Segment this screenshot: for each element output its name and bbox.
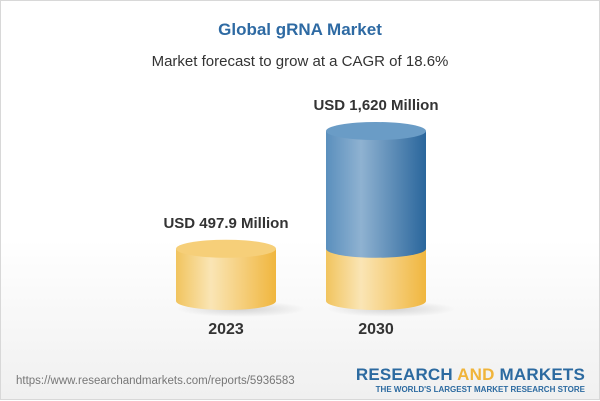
value-label-2030: USD 1,620 Million (313, 97, 438, 114)
value-label-2023: USD 497.9 Million (163, 215, 288, 232)
research-and-markets-logo: RESEARCH AND MARKETS THE WORLD'S LARGEST… (355, 365, 585, 395)
cylinder-growth-2030-body (326, 131, 426, 258)
cylinder-2023-top (176, 239, 276, 258)
cylinder-2023-body (176, 248, 276, 310)
chart-title: Global gRNA Market (218, 20, 382, 39)
year-label-2030: 2030 (358, 321, 394, 338)
chart-subtitle: Market forecast to grow at a CAGR of 18.… (151, 53, 449, 70)
report-url[interactable]: https://www.researchandmarkets.com/repor… (16, 375, 295, 387)
cylinder-base-2030-body (326, 248, 426, 310)
cylinder-growth-2030-top (326, 122, 426, 140)
year-label-2023: 2023 (208, 321, 244, 338)
